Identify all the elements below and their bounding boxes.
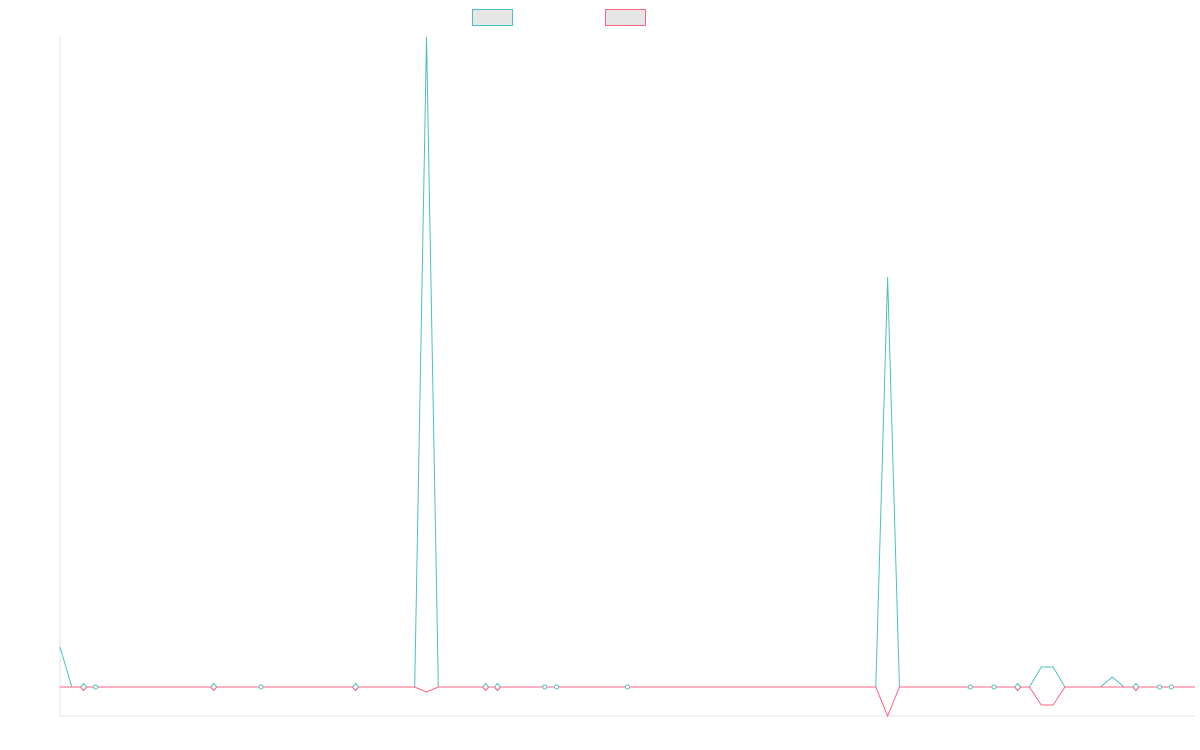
legend-swatch-series-1 — [472, 9, 513, 26]
point-dot-7 — [991, 684, 997, 690]
point-dot-6 — [967, 684, 973, 690]
series-2-line — [60, 686, 1195, 718]
point-marker-lower-6 — [1014, 686, 1022, 692]
point-dot-4 — [554, 684, 560, 690]
legend-swatch-series-2 — [605, 9, 646, 26]
point-marker-lower-7 — [1132, 686, 1140, 692]
point-dot-2 — [258, 684, 264, 690]
point-marker-lower-1 — [80, 686, 88, 692]
point-dot-9 — [1168, 684, 1174, 690]
point-marker-lower-4 — [482, 686, 490, 692]
point-dot-8 — [1157, 684, 1163, 690]
series-1-line — [59, 36, 1195, 688]
point-marker-upper-3 — [351, 682, 360, 692]
point-marker-upper-6 — [1014, 682, 1022, 692]
point-marker-lower-5 — [494, 686, 501, 692]
point-marker-upper-4 — [481, 682, 490, 692]
point-dot-5 — [625, 684, 630, 690]
point-dot-3 — [542, 684, 548, 690]
point-marker-upper-1 — [79, 682, 88, 692]
point-marker-lower-3 — [352, 686, 359, 692]
point-marker-upper-5 — [493, 682, 502, 692]
point-marker-upper-2 — [210, 682, 218, 692]
point-marker-lower-2 — [210, 686, 218, 692]
point-marker-upper-7 — [1132, 682, 1140, 692]
point-dot-1 — [92, 684, 98, 690]
